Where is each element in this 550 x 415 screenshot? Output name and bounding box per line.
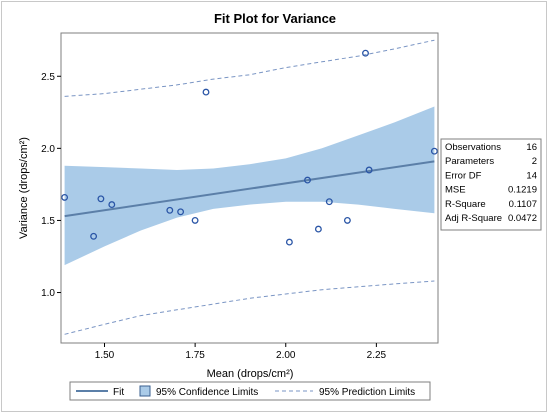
legend: Fit 95% Confidence Limits 95% Prediction… (69, 381, 431, 401)
data-point (285, 238, 293, 246)
data-point (202, 88, 210, 96)
data-point (191, 216, 199, 224)
plot-border (60, 32, 439, 344)
legend-confidence-label: 95% Confidence Limits (156, 387, 258, 398)
fit-statistics-border (440, 138, 542, 231)
x-tick-label: 2.00 (276, 350, 296, 361)
data-point (90, 232, 98, 240)
x-axis: 1.50 1.75 2.00 2.25 (95, 343, 387, 361)
stat-label: Observations (445, 142, 501, 153)
y-tick-label: 1.5 (41, 216, 55, 227)
prediction-limit-lower (64, 280, 435, 335)
data-point (362, 49, 369, 57)
stat-label: Parameters (445, 156, 494, 167)
stat-label: MSE (445, 185, 466, 196)
data-point (325, 198, 333, 206)
y-tick-label: 2.0 (41, 144, 55, 155)
data-point (430, 147, 438, 155)
fit-statistics-table: Observations 16 Parameters 2 Error DF 14 MSE 0.… (440, 138, 542, 231)
data-point (97, 195, 105, 203)
stat-label: Error DF (445, 170, 482, 181)
prediction-limit-upper (64, 39, 435, 97)
legend-prediction-label: 95% Prediction Limits (319, 387, 415, 398)
y-axis: 1.0 1.5 2.0 2.5 (41, 72, 61, 299)
y-tick-label: 1.0 (41, 288, 55, 299)
x-tick-label: 1.50 (95, 350, 115, 361)
data-point (314, 225, 322, 233)
stat-value: 14 (526, 170, 537, 181)
data-point (166, 206, 174, 214)
y-axis-label: Variance (drops/cm²) (18, 137, 30, 239)
plot-area (61, 39, 438, 335)
stat-label: Adj R-Square (445, 213, 502, 224)
data-point (108, 201, 116, 209)
chart-title: Fit Plot for Variance (214, 11, 336, 26)
y-tick-label: 2.5 (41, 72, 55, 83)
data-point (61, 193, 69, 201)
x-axis-label: Mean (drops/cm²) (207, 368, 294, 380)
data-point (304, 176, 311, 184)
legend-border (69, 381, 431, 401)
legend-fit-label: Fit (113, 387, 124, 398)
data-point (177, 208, 185, 216)
stat-value: 0.1219 (508, 185, 537, 196)
stat-value: 0.0472 (508, 213, 537, 224)
data-point (343, 216, 351, 224)
stat-value: 2 (532, 156, 537, 167)
data-point (365, 166, 373, 174)
stat-label: R-Square (445, 199, 486, 210)
fit-line (64, 160, 435, 218)
legend-confidence-swatch (139, 385, 151, 397)
confidence-band (64, 106, 435, 266)
x-tick-label: 2.25 (367, 350, 387, 361)
stat-value: 16 (526, 142, 537, 153)
x-tick-label: 1.75 (185, 350, 205, 361)
stat-value: 0.1107 (509, 199, 537, 210)
